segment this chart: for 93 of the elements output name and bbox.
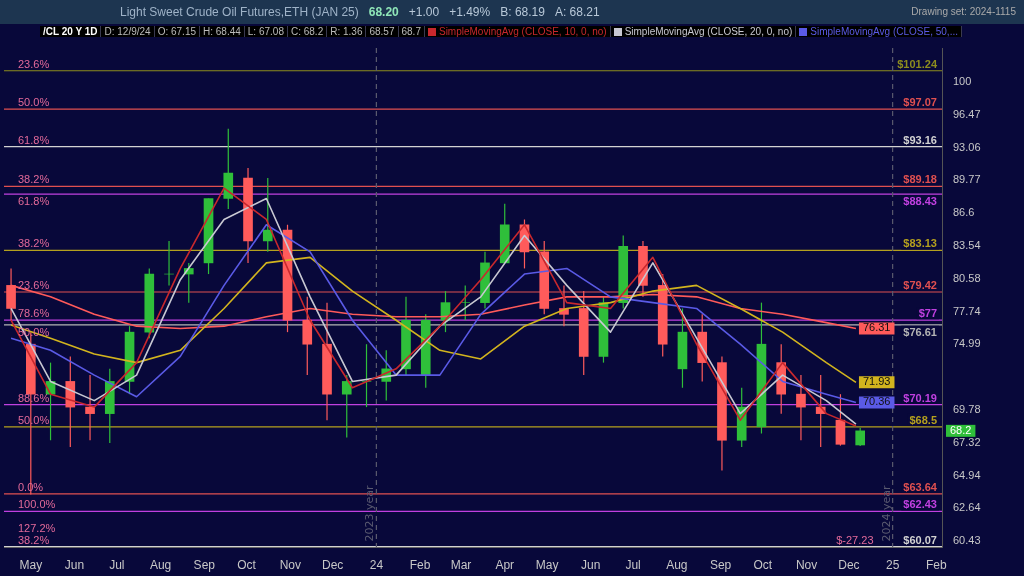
y-tick-label: 67.32 [953, 435, 981, 448]
chart-title: Light Sweet Crude Oil Futures,ETH (JAN 25) [120, 5, 359, 19]
y-tick-label: 80.58 [953, 271, 981, 284]
x-tick-label: Dec [321, 558, 344, 573]
x-tick-label: Jul [109, 558, 125, 573]
ref-line-label: $70.19 [903, 391, 937, 404]
annotation: 100.0% [18, 498, 56, 511]
text: 68.7 [398, 26, 425, 37]
text: C: 68.2 [287, 26, 328, 37]
ref-line-label: $77 [918, 307, 937, 320]
y-tick-label: 96.47 [953, 107, 981, 120]
x-tick-label: Nov [279, 558, 302, 573]
candlestick [460, 284, 471, 321]
text: A: 68.21 [554, 5, 600, 19]
y-tick-label: 100 [953, 75, 972, 88]
text: D: 12/9/24 [101, 26, 155, 37]
legend-label: SimpleMovingAvg (CLOSE, 10, 0, no) [438, 26, 607, 37]
text: +1.00 [408, 5, 440, 19]
ref-line-label: $62.43 [903, 498, 937, 511]
text: H: 68.44 [200, 26, 245, 37]
text: 68.20 [368, 5, 399, 19]
ref-line-label: $83.13 [903, 237, 937, 250]
x-tick-label: Sep [709, 558, 732, 573]
y-tick-label: 69.78 [953, 403, 981, 415]
y-tick-label: 74.99 [953, 337, 981, 350]
x-tick-label: Apr [495, 558, 515, 573]
ref-line-label: $93.16 [903, 133, 937, 146]
x-tick-label: Jul [625, 558, 641, 573]
annotation: 50.0% [18, 96, 50, 109]
x-tick-label: Aug [149, 558, 172, 573]
x-tick-label: Mar [450, 558, 472, 573]
x-tick-label: 24 [369, 558, 384, 573]
annotation: $-27.23 [836, 533, 874, 546]
candlestick [855, 427, 866, 447]
text: Drawing set: 2024-1115 [911, 6, 1016, 17]
ref-line-label: $63.64 [903, 480, 938, 493]
annotation: 38.2% [18, 533, 50, 546]
annotation: 23.6% [18, 57, 50, 70]
x-tick-label: Feb [409, 558, 431, 573]
annotation: 61.8% [18, 133, 50, 146]
ref-line-label: $79.42 [903, 279, 937, 292]
legend-label: SimpleMovingAvg (CLOSE, 50,... [810, 26, 958, 37]
data-label: 70.36 [862, 395, 891, 408]
x-tick-label: Aug [666, 558, 688, 573]
y-tick-label: 93.06 [953, 140, 981, 153]
x-tick-label: Feb [926, 558, 948, 573]
y-tick-label: 77.74 [953, 304, 981, 317]
chart-subtitle: /CL 20 Y 1D [40, 26, 102, 37]
candlestick [341, 374, 352, 439]
x-tick-label: Dec [838, 558, 860, 573]
text: 68.2 [950, 423, 972, 436]
y-tick-label: 89.77 [953, 173, 981, 186]
text: L: 67.08 [244, 26, 288, 37]
x-tick-label: Nov [795, 558, 818, 573]
annotation: 127.2% [18, 521, 56, 534]
x-tick-label: May [19, 558, 43, 573]
annotation: 38.2% [18, 173, 50, 186]
x-tick-label: May [535, 558, 559, 573]
x-tick-label: Jun [581, 558, 601, 573]
ref-line-label: $68.5 [909, 413, 937, 426]
ref-line-label: 2024 year [879, 485, 893, 542]
y-tick-label: 83.54 [953, 238, 981, 251]
legend-label: SimpleMovingAvg (CLOSE, 20, 0, no) [624, 26, 793, 37]
text: O: 67.15 [154, 26, 200, 37]
x-tick-label: Oct [237, 558, 257, 573]
y-tick-label: 62.64 [953, 501, 981, 514]
x-tick-label: 25 [885, 558, 900, 573]
ref-line-label: $89.18 [903, 173, 937, 186]
annotation: 23.6% [18, 279, 50, 292]
x-tick-label: Jun [64, 558, 85, 573]
text: 68.57 [366, 26, 399, 37]
x-tick-label: Sep [193, 558, 216, 573]
y-tick-label: 86.6 [953, 206, 975, 219]
ref-line-label: $101.24 [897, 57, 938, 70]
candlestick [796, 374, 806, 441]
text: +1.49% [449, 5, 491, 19]
data-label: 76.31 [862, 321, 891, 334]
candlestick [85, 374, 95, 441]
text: B: 68.19 [500, 5, 545, 19]
annotation: 61.8% [18, 195, 50, 208]
y-tick-label: 60.43 [953, 534, 981, 547]
data-label: 71.93 [862, 375, 891, 388]
text: R: 1.36 [327, 26, 367, 37]
x-tick-label: Oct [753, 558, 773, 573]
candlestick [262, 177, 273, 253]
ref-line-label: $76.61 [903, 325, 937, 338]
ref-line-label: $97.07 [903, 96, 937, 109]
ref-line-label: 2023 year [363, 485, 377, 542]
annotation: 78.6% [18, 307, 50, 320]
ref-line-label: $88.43 [903, 195, 937, 208]
y-tick-label: 64.94 [953, 468, 981, 481]
ref-line-label: $60.07 [903, 533, 937, 546]
annotation: 38.2% [18, 237, 50, 250]
